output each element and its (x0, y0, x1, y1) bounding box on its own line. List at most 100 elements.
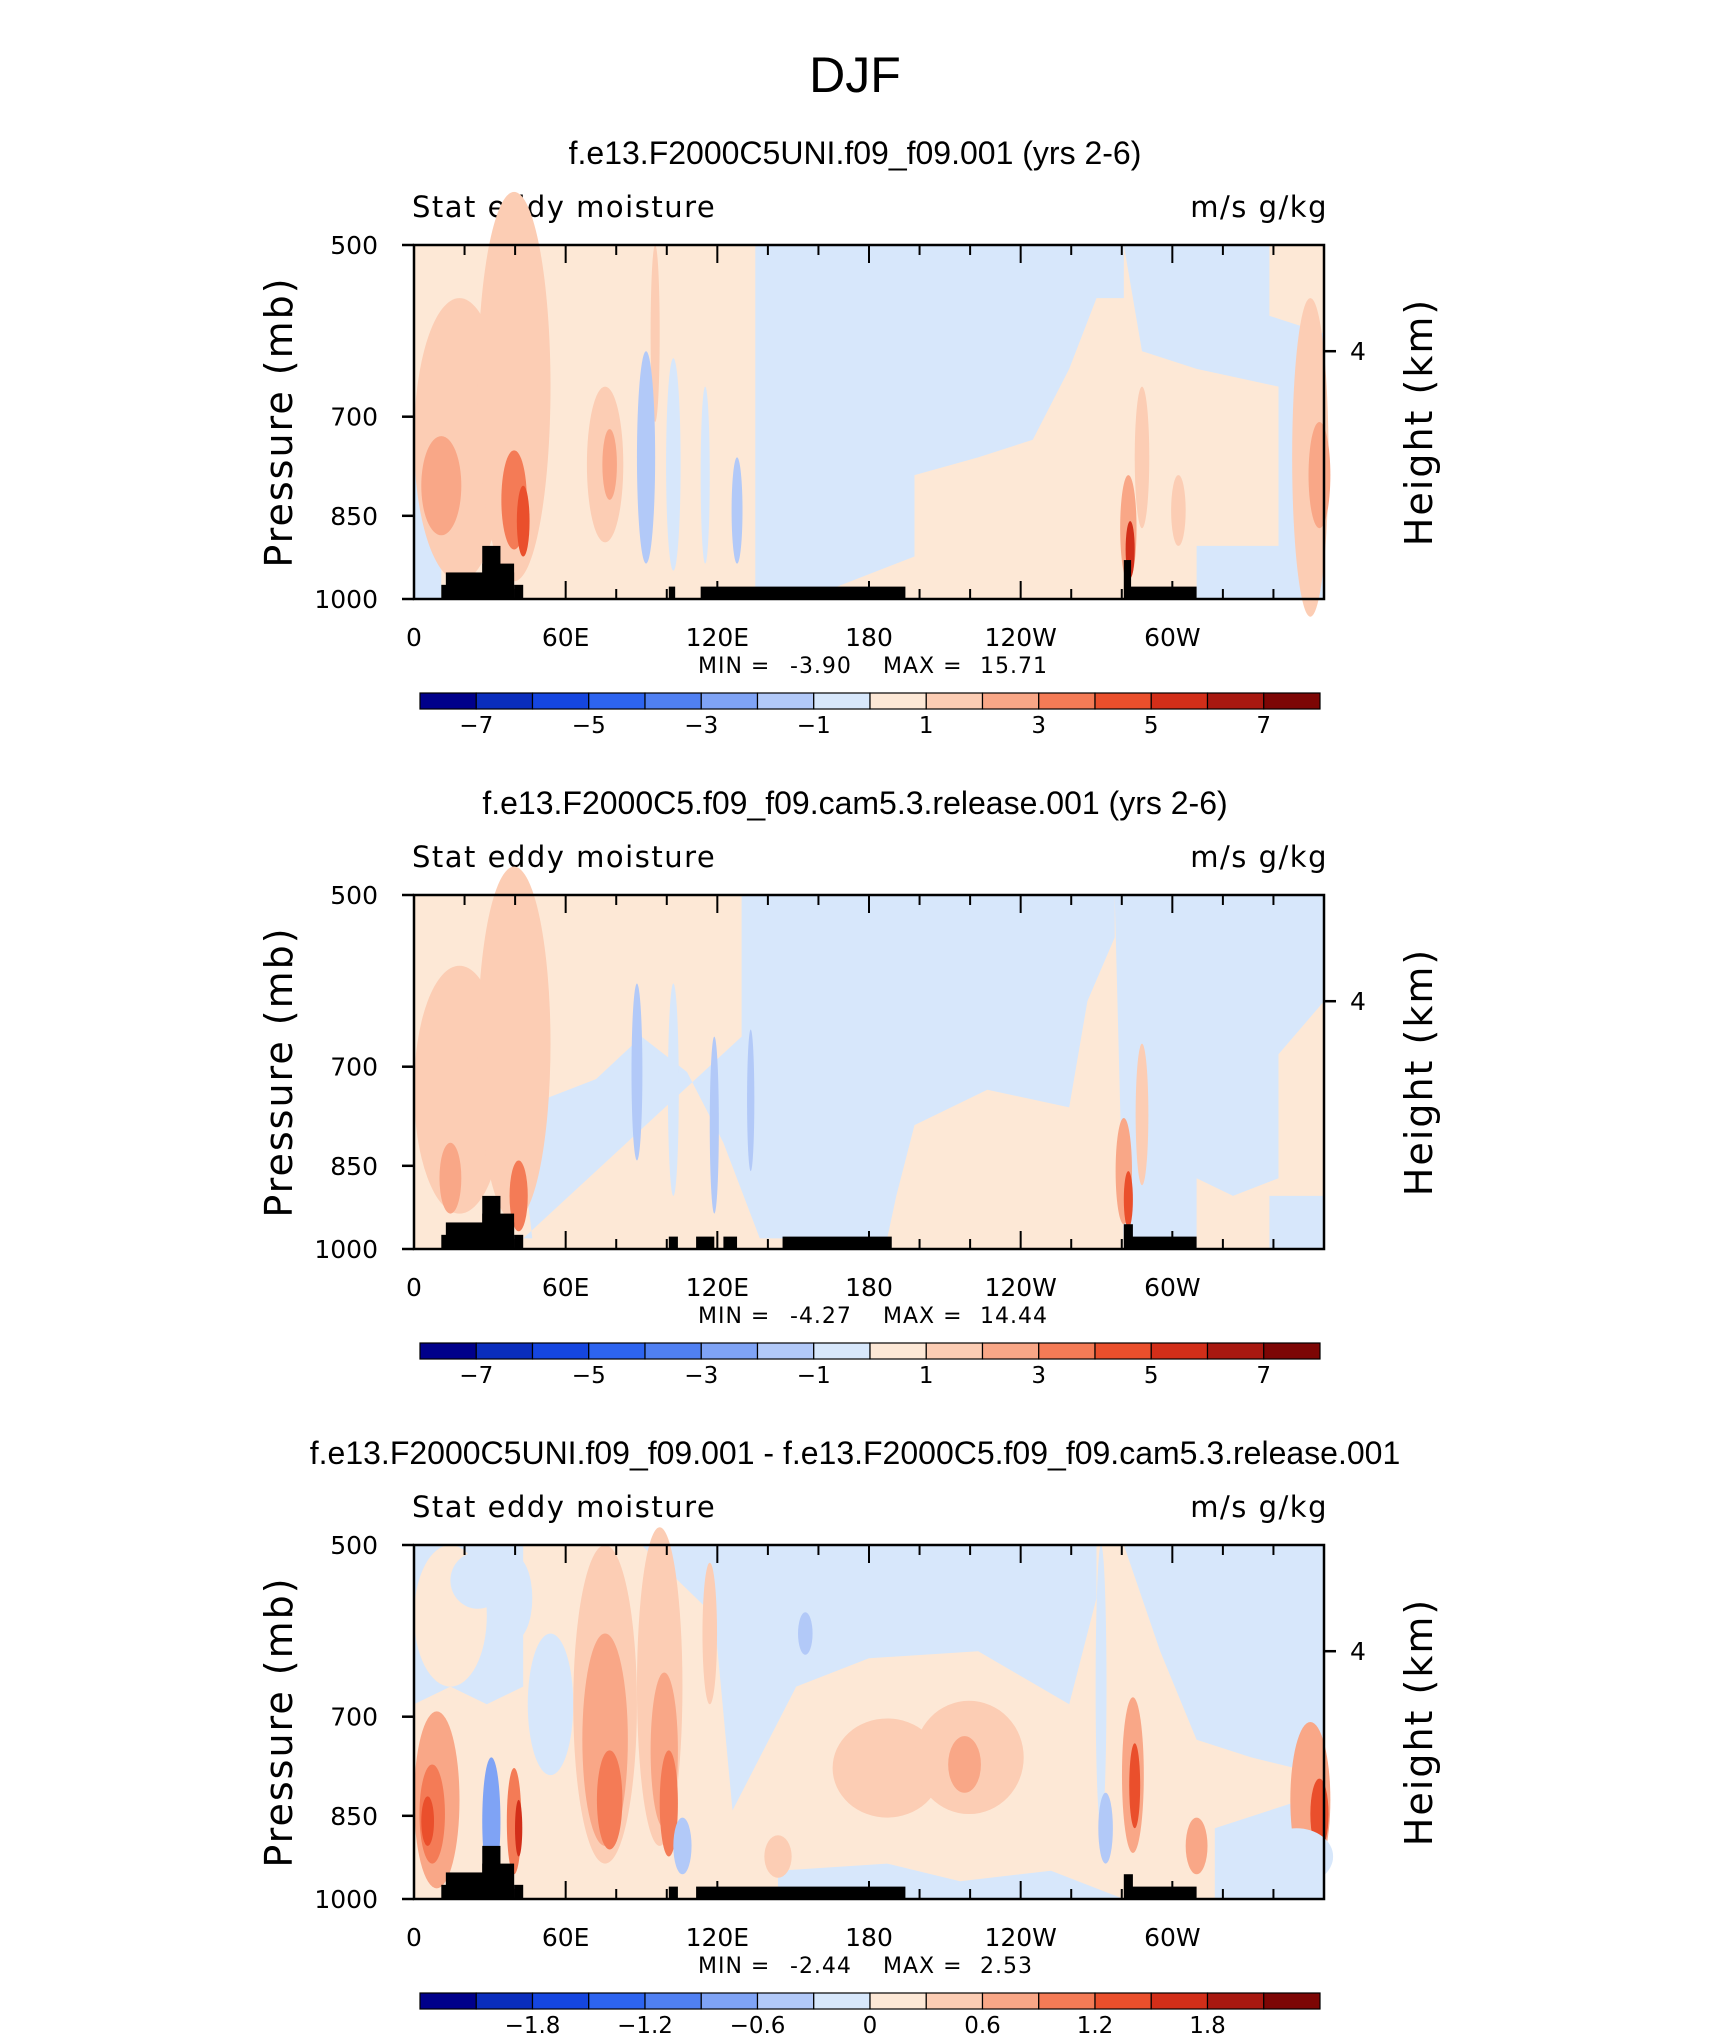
panel-title: f.e13.F2000C5UNI.f09_f09.001 - f.e13.F20… (310, 1435, 1401, 1471)
colorbar-box (813, 1342, 871, 1360)
colorbar-box (869, 1342, 927, 1360)
topography-block (723, 1236, 738, 1249)
contour-feature (1260, 1828, 1334, 1885)
chart-panel-1: f.e13.F2000C5UNI.f09_f09.001 (yrs 2-6) St… (257, 135, 1441, 739)
colorbar-box (1263, 1992, 1321, 2010)
colorbar-box (981, 1992, 1040, 2010)
y-axis-label: Pressure (mb) (257, 276, 301, 567)
x-tick-label: 180 (845, 623, 893, 652)
topography-block (1128, 1236, 1197, 1249)
contour-feature (495, 1555, 533, 1641)
colorbar-box (813, 692, 871, 710)
x-tick-label: 120E (686, 1273, 750, 1302)
colorbar-label: −7 (459, 1363, 493, 1389)
y-right-tick-label: 4 (1350, 337, 1366, 366)
topography-block (700, 586, 906, 599)
x-tick-label: 60E (542, 1923, 590, 1952)
x-tick-label: 120W (984, 623, 1056, 652)
colorbar-box (419, 1342, 477, 1360)
max-label: MAX = (883, 1954, 963, 1979)
topography-block (514, 1884, 524, 1899)
x-tick-label: 60W (1144, 1923, 1201, 1952)
contour-feature (527, 1633, 574, 1776)
x-tick-label: 0 (406, 1923, 422, 1952)
y-tick-label: 500 (330, 231, 378, 260)
colorbar-box (700, 692, 759, 710)
colorbar-label: 5 (1144, 1363, 1159, 1389)
contour-feature (1171, 475, 1186, 546)
negative-region (1123, 1545, 1324, 1776)
contour-feature (747, 1029, 755, 1172)
colorbar-box (644, 1342, 702, 1360)
colorbar-box (813, 1992, 871, 2010)
colorbar-label: 0 (863, 2013, 878, 2038)
colorbar-label: 1 (919, 713, 934, 739)
contour-feature (450, 1552, 506, 1609)
topography-block (1123, 560, 1132, 599)
colorbar-box (1263, 692, 1321, 710)
max-value: 2.53 (980, 1954, 1033, 1979)
colorbar-label: 1.8 (1189, 2013, 1226, 2038)
chart-panel-2: f.e13.F2000C5.f09_f09.cam5.3.release.001… (257, 785, 1441, 1389)
x-tick-label: 0 (406, 1273, 422, 1302)
negative-region (1123, 245, 1324, 599)
colorbar-box (1094, 1992, 1152, 2010)
colorbar-label: −1 (797, 1363, 831, 1389)
x-tick-label: 60W (1144, 623, 1201, 652)
min-label: MIN = (698, 1954, 770, 1979)
chart-panel-3: f.e13.F2000C5UNI.f09_f09.001 - f.e13.F20… (257, 1435, 1441, 2038)
topography-block (514, 1234, 524, 1249)
colorbar-box (531, 1342, 590, 1360)
contour-feature (1098, 1792, 1113, 1864)
colorbar-box (925, 692, 984, 710)
colorbar-box (1038, 1992, 1096, 2010)
topography-block (696, 1236, 715, 1249)
colorbar-box (869, 1992, 927, 2010)
max-label: MAX = (883, 1304, 963, 1329)
y-axis-label: Pressure (mb) (257, 926, 301, 1217)
contour-feature (798, 1612, 813, 1655)
colorbar-box (1094, 1342, 1152, 1360)
topography-block (514, 584, 524, 599)
topography-block (1128, 1886, 1197, 1899)
y-right-axis-label: Height (km) (1397, 948, 1441, 1196)
panel-title: f.e13.F2000C5.f09_f09.cam5.3.release.001… (482, 785, 1227, 821)
contour-feature (421, 436, 462, 536)
x-tick-label: 60E (542, 1273, 590, 1302)
colorbar-box (700, 1342, 759, 1360)
contour-feature (515, 1799, 523, 1857)
x-tick-label: 120W (984, 1273, 1056, 1302)
figure-title: DJF (809, 47, 901, 103)
contour-feature (666, 358, 681, 571)
contour-feature (439, 1142, 462, 1214)
colorbar-label: −1.2 (617, 2013, 673, 2038)
colorbar-label: 1.2 (1077, 2013, 1114, 2038)
colorbar-label: 3 (1031, 1363, 1046, 1389)
colorbar-box (981, 1342, 1040, 1360)
contour-feature (764, 1835, 792, 1878)
colorbar-box (1038, 1342, 1096, 1360)
min-value: -4.27 (790, 1304, 852, 1329)
contour-feature (702, 1562, 718, 1705)
colorbar-label: −0.6 (730, 2013, 786, 2038)
colorbar-box (756, 1992, 815, 2010)
y-right-tick-label: 4 (1350, 1637, 1366, 1666)
colorbar-box (531, 692, 590, 710)
contour-feature (596, 1750, 623, 1850)
contour-feature (602, 429, 617, 500)
x-tick-label: 180 (845, 1923, 893, 1952)
contour-feature (1308, 422, 1331, 529)
contour-feature (421, 1796, 435, 1846)
colorbar-box (1206, 1342, 1265, 1360)
topography-block (668, 1236, 678, 1249)
field-label: Stat eddy moisture (412, 840, 716, 874)
contour-feature (673, 1817, 692, 1875)
topography-block (668, 1886, 678, 1899)
x-tick-label: 120E (686, 623, 750, 652)
x-tick-label: 60E (542, 623, 590, 652)
negative-region (641, 1545, 1097, 1811)
colorbar-box (588, 692, 646, 710)
contour-feature (1095, 1545, 1107, 1829)
min-label: MIN = (698, 1304, 770, 1329)
min-value: -2.44 (790, 1954, 852, 1979)
